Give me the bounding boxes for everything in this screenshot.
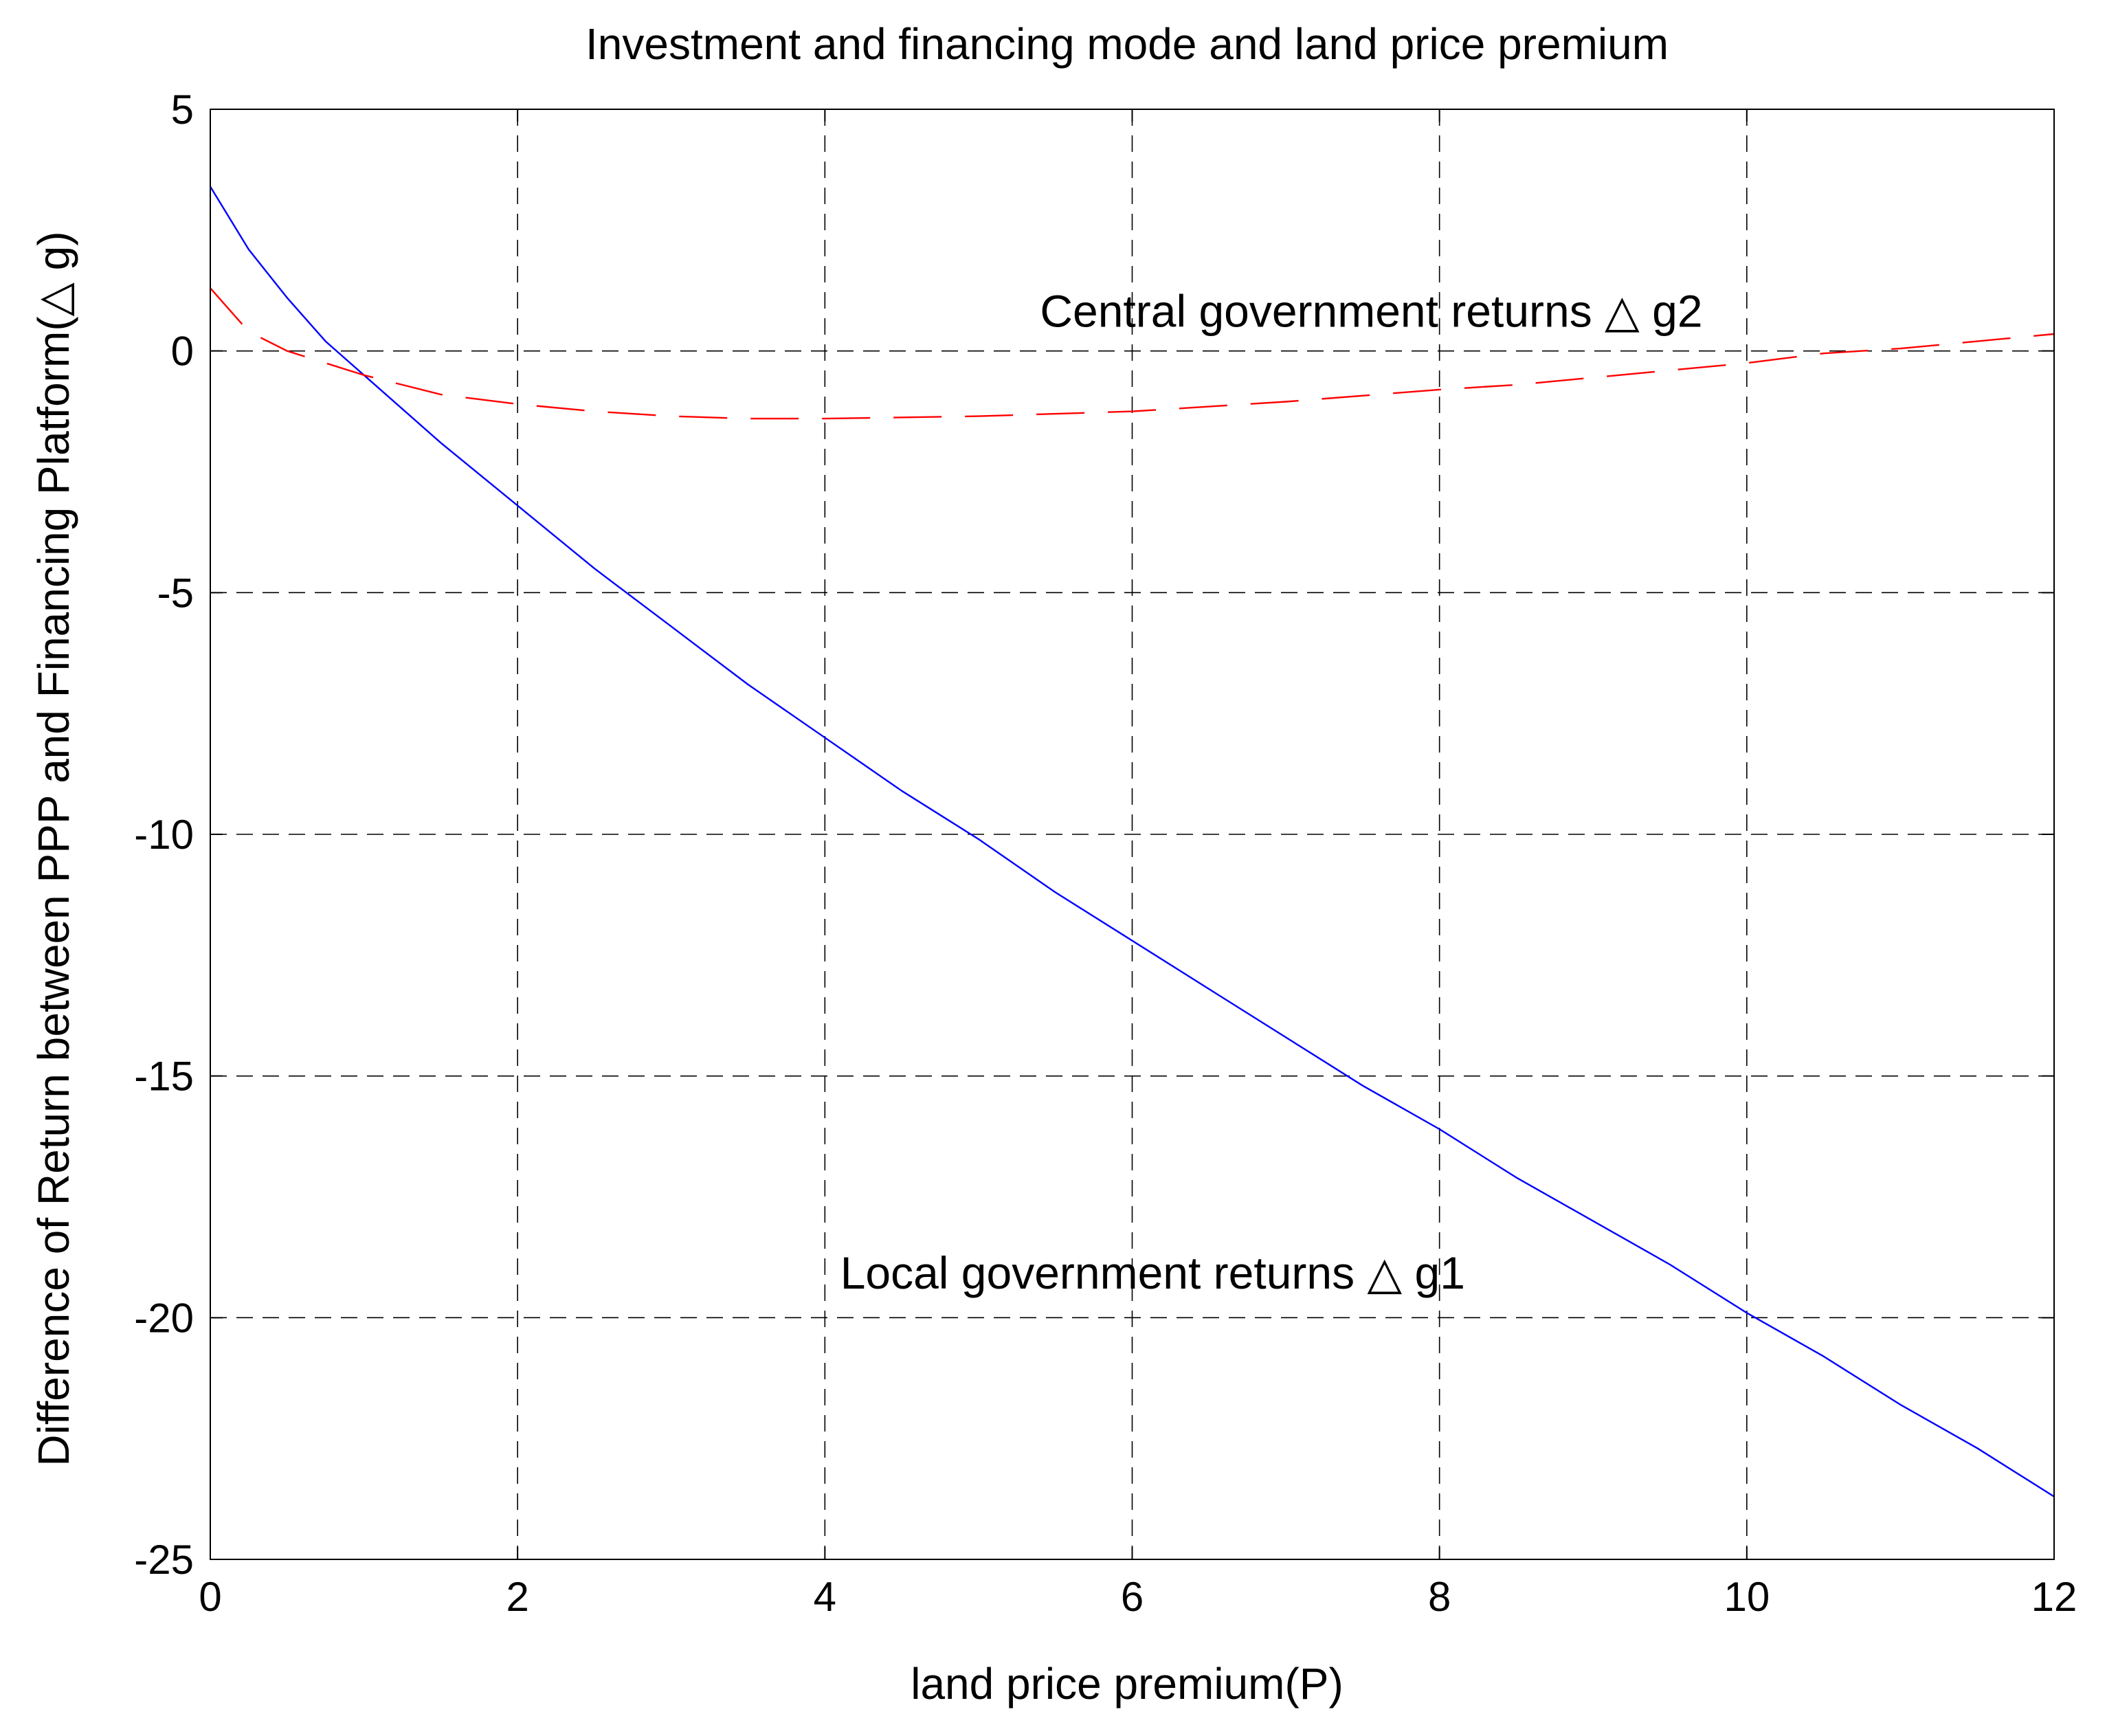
y-tick-label: -10 — [134, 812, 194, 858]
x-tick-label: 6 — [1121, 1574, 1144, 1620]
x-tick-label: 0 — [199, 1574, 221, 1620]
chart-title: Investment and financing mode and land p… — [586, 19, 1669, 69]
x-tick-label: 12 — [2031, 1574, 2077, 1620]
series-line-1 — [209, 186, 2055, 1498]
x-tick-label: 4 — [814, 1574, 836, 1620]
y-tick-label: 5 — [171, 87, 194, 133]
annotation-layer: Central government returns △ g2 Local gov… — [840, 286, 1703, 1299]
tick-layer: 0 2 4 6 8 10 12 5 0 -5 -10 -15 -20 -25 — [134, 87, 2077, 1620]
annotation-label-1: Central government returns △ g2 — [1040, 286, 1702, 337]
y-tick-label: 0 — [171, 329, 194, 375]
grid-layer — [210, 109, 2054, 1559]
x-tick-label: 10 — [1724, 1574, 1770, 1620]
y-tick-label: -5 — [157, 570, 194, 616]
annotation-label-2: Local government returns △ g1 — [840, 1247, 1465, 1298]
y-tick-label: -15 — [134, 1054, 194, 1100]
y-axis-title: Difference of Return between PPP and Fin… — [29, 231, 78, 1466]
y-tick-label: -25 — [134, 1537, 194, 1583]
series-layer — [209, 186, 2055, 1498]
series-line-2 — [210, 287, 2055, 420]
x-tick-label: 2 — [506, 1574, 528, 1620]
y-tick-label: -20 — [134, 1295, 194, 1341]
x-axis-title: land price premium(P) — [911, 1659, 1344, 1709]
x-tick-label: 8 — [1428, 1574, 1451, 1620]
